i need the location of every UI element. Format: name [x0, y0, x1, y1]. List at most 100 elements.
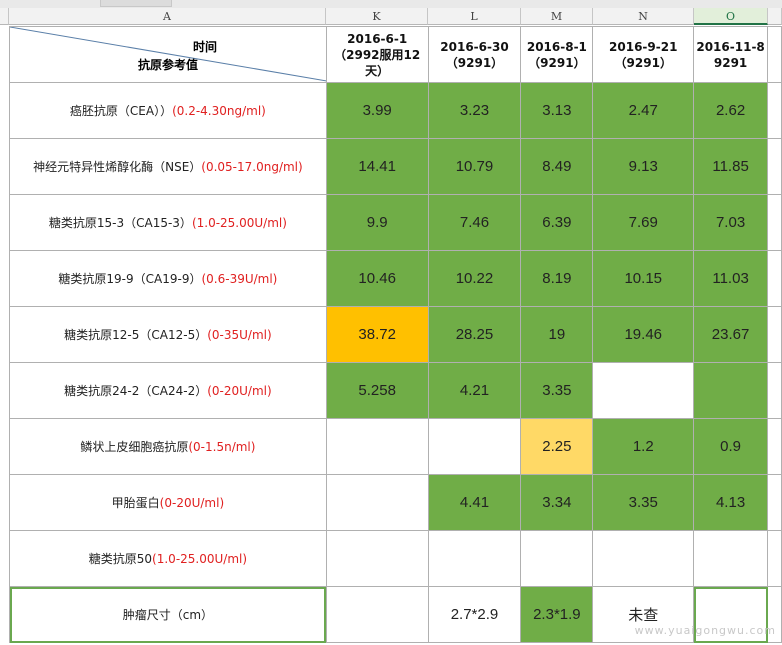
value-cell[interactable]: 7.03	[693, 194, 768, 251]
value-cell[interactable]: 19	[520, 306, 594, 363]
overflow-cell[interactable]	[767, 586, 782, 643]
value-cell[interactable]	[427, 530, 522, 587]
antigen-name: 癌胚抗原（CEA））	[69, 104, 173, 118]
overflow-cell[interactable]	[767, 250, 782, 307]
value-cell[interactable]: 2.62	[693, 82, 768, 139]
table-row: 癌胚抗原（CEA））(0.2-4.30ng/ml) 3.99 3.23 3.13 2.4…	[9, 82, 782, 139]
watermark: www.yuaigongwu.com	[634, 624, 776, 637]
value-cell[interactable]: 23.67	[693, 306, 768, 363]
column-header-k[interactable]: K	[326, 8, 428, 25]
column-header-m[interactable]: M	[521, 8, 593, 25]
value-cell[interactable]	[520, 530, 594, 587]
value-cell[interactable]: 8.49	[520, 138, 594, 195]
overflow-cell[interactable]	[767, 474, 782, 531]
value-cell[interactable]: 4.21	[427, 362, 522, 419]
row-label-cell[interactable]: 糖类抗原24-2（CA24-2）(0-20U/ml)	[9, 362, 327, 419]
value-cell[interactable]: 7.46	[427, 194, 522, 251]
value-cell[interactable]	[592, 362, 695, 419]
value-cell[interactable]: 2.3*1.9	[520, 586, 594, 643]
column-header-l[interactable]: L	[428, 8, 521, 25]
value-cell[interactable]: 3.13	[520, 82, 594, 139]
value-cell[interactable]	[325, 418, 429, 475]
overflow-cell[interactable]	[767, 138, 782, 195]
value-cell[interactable]	[693, 530, 768, 587]
value-cell[interactable]: 10.79	[427, 138, 522, 195]
value-cell[interactable]: 7.69	[592, 194, 695, 251]
value-cell[interactable]: 9.13	[592, 138, 695, 195]
value-cell[interactable]: 4.13	[693, 474, 768, 531]
value-cell[interactable]: 5.258	[325, 362, 429, 419]
column-header-n[interactable]: N	[593, 8, 694, 25]
row-label-cell[interactable]: 糖类抗原15-3（CA15-3）(1.0-25.00U/ml)	[9, 194, 327, 251]
value-cell[interactable]: 10.46	[325, 250, 429, 307]
value-cell[interactable]: 11.85	[693, 138, 768, 195]
value-cell[interactable]: 11.03	[693, 250, 768, 307]
date-header-m[interactable]: 2016-8-1 （9291）	[520, 26, 594, 83]
value-cell[interactable]: 4.41	[427, 474, 522, 531]
value-cell[interactable]	[693, 362, 768, 419]
date-header-n[interactable]: 2016-9-21 （9291）	[592, 26, 695, 83]
date-header-k[interactable]: 2016-6-1 （2992服用12 天）	[325, 26, 429, 83]
row-label-cell[interactable]: 甲胎蛋白(0-20U/ml)	[9, 474, 327, 531]
overflow-cell[interactable]	[767, 530, 782, 587]
value-cell[interactable]: 未查	[592, 586, 695, 643]
value-cell[interactable]: 28.25	[427, 306, 522, 363]
value-cell[interactable]: 2.47	[592, 82, 695, 139]
top-toolbar-strip	[0, 0, 782, 8]
reference-range: (0-20U/ml)	[207, 384, 272, 398]
row-label-cell[interactable]: 神经元特异性烯醇化酶（NSE）(0.05-17.0ng/ml)	[9, 138, 327, 195]
value-cell[interactable]: 2.7*2.9	[427, 586, 522, 643]
row-label-cell[interactable]: 糖类抗原50(1.0-25.00U/ml)	[9, 530, 327, 587]
value-cell[interactable]: 0.9	[693, 418, 768, 475]
date-header-o[interactable]: 2016-11-8 9291	[693, 26, 768, 83]
value-cell[interactable]: 8.19	[520, 250, 594, 307]
value-cell[interactable]: 3.35	[592, 474, 695, 531]
select-all-corner[interactable]	[0, 8, 9, 25]
value-cell[interactable]: 1.2	[592, 418, 695, 475]
table-row: 鳞状上皮细胞癌抗原(0-1.5n/ml) 2.25 1.2 0.9	[9, 418, 782, 475]
antigen-name: 神经元特异性烯醇化酶（NSE）	[33, 160, 202, 174]
reference-range: (1.0-25.00U/ml)	[152, 552, 248, 566]
value-cell[interactable]: 9.9	[325, 194, 429, 251]
sheet-tab-fragment[interactable]	[100, 0, 172, 7]
value-cell[interactable]: 3.23	[427, 82, 522, 139]
value-cell[interactable]	[325, 586, 429, 643]
table-row: 糖类抗原19-9（CA19-9）(0.6-39U/ml) 10.46 10.22 8.…	[9, 250, 782, 307]
value-cell[interactable]: 3.99	[325, 82, 429, 139]
column-header-a[interactable]: A	[9, 8, 326, 25]
column-header-next[interactable]	[768, 8, 782, 25]
value-cell[interactable]: 14.41	[325, 138, 429, 195]
diagonal-line	[10, 27, 326, 82]
column-header-o[interactable]: O	[694, 8, 768, 25]
value-cell[interactable]	[325, 474, 429, 531]
value-cell[interactable]	[592, 530, 695, 587]
value-cell[interactable]: 3.35	[520, 362, 594, 419]
antigen-name: 糖类抗原12-5（CA12-5）	[64, 328, 208, 342]
overflow-cell[interactable]	[767, 194, 782, 251]
value-cell[interactable]: 19.46	[592, 306, 695, 363]
value-cell[interactable]	[325, 530, 429, 587]
value-cell[interactable]: 38.72	[325, 306, 429, 363]
date-header-l[interactable]: 2016-6-30 （9291）	[427, 26, 522, 83]
value-cell[interactable]: 10.15	[592, 250, 695, 307]
row-label-cell[interactable]: 肿瘤尺寸（cm）	[9, 586, 327, 643]
row-label-cell[interactable]: 糖类抗原19-9（CA19-9）(0.6-39U/ml)	[9, 250, 327, 307]
overflow-cell[interactable]	[767, 26, 782, 83]
value-cell[interactable]	[427, 418, 522, 475]
row-label-cell[interactable]: 鳞状上皮细胞癌抗原(0-1.5n/ml)	[9, 418, 327, 475]
reference-range: (0.2-4.30ng/ml)	[172, 104, 266, 118]
value-cell[interactable]: 3.34	[520, 474, 594, 531]
overflow-cell[interactable]	[767, 82, 782, 139]
overflow-cell[interactable]	[767, 418, 782, 475]
row-label-cell[interactable]: 癌胚抗原（CEA））(0.2-4.30ng/ml)	[9, 82, 327, 139]
overflow-cell[interactable]	[767, 362, 782, 419]
antigen-name: 糖类抗原50	[88, 552, 153, 566]
value-cell[interactable]	[693, 586, 768, 643]
value-cell[interactable]: 6.39	[520, 194, 594, 251]
value-cell[interactable]: 2.25	[520, 418, 594, 475]
value-cell[interactable]: 10.22	[427, 250, 522, 307]
corner-diagonal-cell[interactable]: 时间 抗原参考值	[9, 26, 327, 83]
row-label-cell[interactable]: 糖类抗原12-5（CA12-5）(0-35U/ml)	[9, 306, 327, 363]
antigen-name: 糖类抗原15-3（CA15-3）	[48, 216, 192, 230]
overflow-cell[interactable]	[767, 306, 782, 363]
